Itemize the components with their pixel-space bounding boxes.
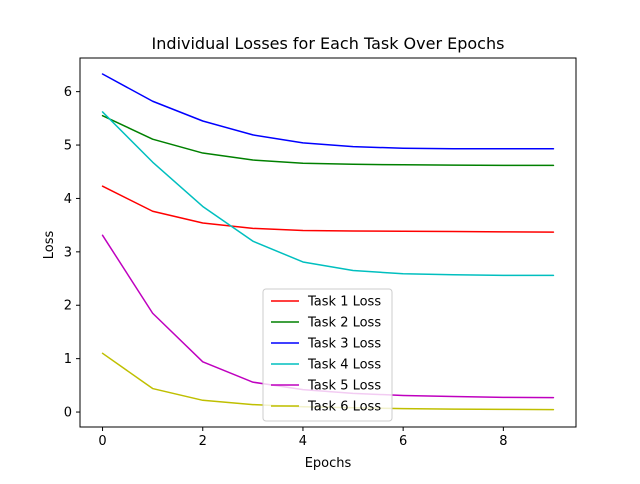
legend: Task 1 Loss Task 2 Loss Task 3 Loss Task 4 …: [262, 288, 393, 422]
y-tick-label-1: 1: [64, 352, 72, 367]
legend-label-6: Task 6 Loss: [307, 400, 381, 415]
legend-label-3: Task 3 Loss: [307, 337, 381, 352]
y-tick-label-4: 4: [64, 192, 72, 207]
legend-label-5: Task 5 Loss: [307, 379, 381, 394]
x-tick-label-4: 8: [499, 434, 507, 449]
legend-label-2: Task 2 Loss: [307, 316, 381, 331]
series-line-3: [101, 73, 555, 150]
plot-frame: [79, 57, 577, 428]
legend-label-4: Task 4 Loss: [307, 358, 381, 373]
x-tick-label-2: 4: [299, 434, 307, 449]
y-tick-label-5: 5: [64, 139, 72, 154]
series-line-4: [101, 111, 555, 277]
x-tick-label-0: 0: [98, 434, 106, 449]
series-line-1: [101, 185, 555, 233]
chart-title: Individual Losses for Each Task Over Epo…: [152, 34, 505, 53]
x-tick-label-3: 6: [399, 434, 407, 449]
y-tick-label-2: 2: [64, 299, 72, 314]
legend-label-1: Task 1 Loss: [307, 295, 381, 310]
x-axis-label: Epochs: [305, 456, 352, 471]
series-line-2: [101, 114, 555, 167]
y-tick-label-6: 6: [64, 85, 72, 100]
y-tick-label-0: 0: [64, 406, 72, 421]
y-tick-label-3: 3: [64, 245, 72, 260]
x-tick-label-1: 2: [199, 434, 207, 449]
y-axis-label: Loss: [42, 231, 57, 260]
